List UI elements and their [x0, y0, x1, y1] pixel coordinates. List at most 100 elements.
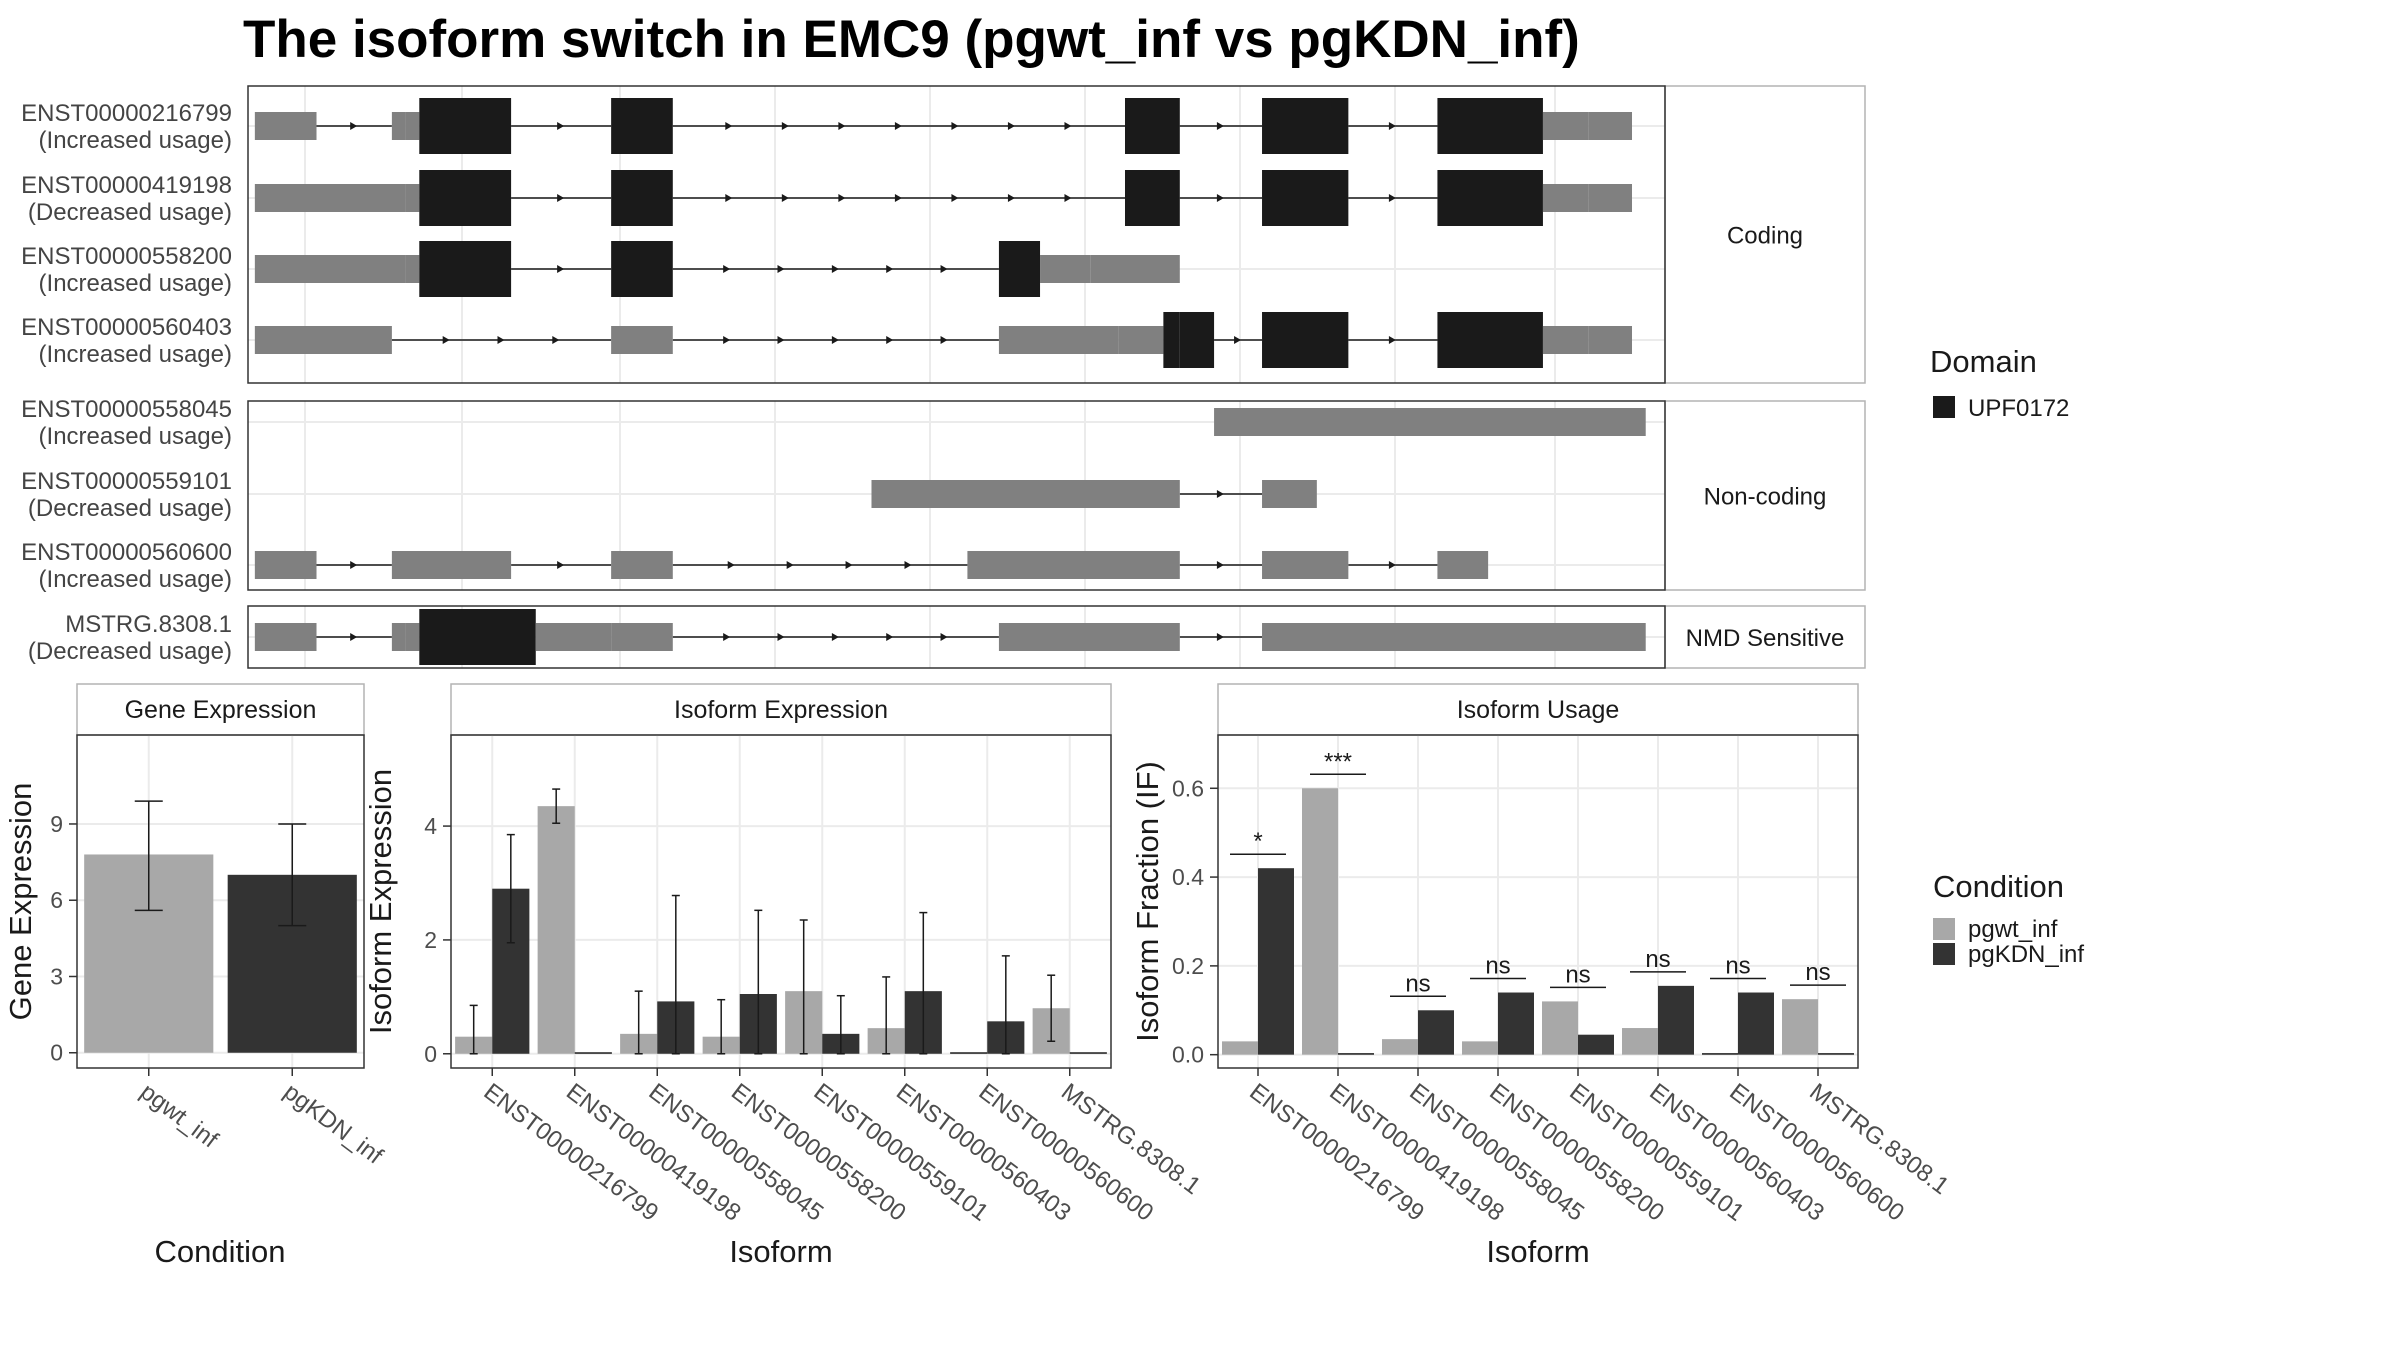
intron-arrow	[777, 336, 785, 344]
exon-domain-UPF0172	[1163, 312, 1180, 368]
isoform-label: ENST00000558200	[21, 243, 232, 270]
exon-domain-UPF0172	[419, 98, 512, 154]
condition-legend-swatch	[1933, 943, 1955, 965]
exon	[391, 112, 406, 140]
exon-domain-UPF0172	[1179, 312, 1215, 368]
bar-pgwt_inf	[1382, 1039, 1418, 1055]
intron-arrow	[723, 336, 731, 344]
intron-arrow	[350, 122, 358, 130]
intron-arrow	[725, 122, 733, 130]
panel-title: Isoform Usage	[1457, 696, 1620, 724]
exon-domain-UPF0172	[1262, 170, 1349, 226]
exon	[254, 255, 406, 283]
intron-arrow	[1388, 561, 1396, 569]
significance-label: *	[1253, 828, 1262, 855]
exon-domain-UPF0172	[1124, 170, 1180, 226]
bar-pgwt_inf	[1222, 1041, 1258, 1055]
intron-arrow	[1388, 122, 1396, 130]
intron-arrow	[442, 336, 450, 344]
expression-panels: Gene Expression 0 3 6 9 Gene Expression pgwt_i…	[3, 683, 1954, 1269]
exon-domain-UPF0172	[611, 170, 673, 226]
intron-arrow	[552, 336, 560, 344]
exon	[611, 326, 673, 354]
exon-domain-UPF0172	[1262, 98, 1349, 154]
intron-arrow	[951, 122, 959, 130]
exon	[391, 551, 512, 579]
significance-label: ns	[1645, 946, 1670, 973]
exon-domain-UPF0172	[611, 98, 673, 154]
isoform-label: ENST00000558045	[21, 396, 232, 423]
exon-domain-UPF0172	[1437, 170, 1543, 226]
isoform-usage-label: (Increased usage)	[39, 270, 232, 297]
significance-label: ns	[1565, 961, 1590, 988]
intron-arrow	[831, 336, 839, 344]
condition-legend-label: pgwt_inf	[1968, 916, 2058, 943]
panel-frame	[1217, 734, 1859, 1069]
exon	[1214, 408, 1646, 436]
exon	[998, 623, 1180, 651]
exon	[1588, 184, 1633, 212]
intron-arrow	[951, 194, 959, 202]
intron-arrow	[1007, 194, 1015, 202]
bar-pgKDN_inf	[574, 1052, 612, 1054]
intron-arrow	[1388, 336, 1396, 344]
significance-label: ns	[1485, 953, 1510, 980]
intron-arrow	[781, 194, 789, 202]
exon-domain-UPF0172	[1262, 312, 1349, 368]
exon-domain-UPF0172	[1124, 98, 1180, 154]
condition-legend-label: pgKDN_inf	[1968, 941, 2084, 968]
exon-domain-UPF0172	[419, 609, 536, 665]
y-tick-label: 0.6	[1172, 775, 1204, 801]
bar-pgKDN_inf	[1738, 992, 1774, 1055]
intron-arrow	[781, 122, 789, 130]
facet-strip	[1664, 605, 1866, 669]
facet-strip	[1664, 400, 1866, 591]
bar-pgwt_inf	[1702, 1053, 1738, 1055]
exon-domain-UPF0172	[1437, 312, 1543, 368]
intron-arrow	[886, 336, 894, 344]
significance-label: ***	[1324, 748, 1352, 775]
intron-arrow	[350, 561, 358, 569]
bar-pgwt_inf	[1302, 788, 1338, 1055]
exon	[535, 623, 612, 651]
exon	[254, 623, 317, 651]
bar-pgKDN_inf	[1258, 868, 1294, 1055]
intron-arrow	[894, 122, 902, 130]
isoform-usage-label: (Increased usage)	[39, 566, 232, 593]
intron-arrow	[557, 122, 565, 130]
intron-arrow	[845, 561, 853, 569]
isoform-usage-label: (Decreased usage)	[28, 199, 232, 226]
exon	[1437, 551, 1489, 579]
y-tick-label: 0	[50, 1040, 63, 1066]
intron-arrow	[723, 265, 731, 273]
intron-arrow	[940, 265, 948, 273]
domain-legend-swatch	[1933, 396, 1955, 418]
structure-facet-frame	[247, 85, 1666, 384]
intron-arrow	[886, 633, 894, 641]
intron-arrow	[940, 633, 948, 641]
x-axis-title: Isoform	[1486, 1234, 1589, 1269]
intron-arrow	[838, 122, 846, 130]
intron-arrow	[831, 633, 839, 641]
exon	[1118, 326, 1164, 354]
intron-arrow	[1234, 336, 1242, 344]
x-axis-title: Condition	[155, 1234, 286, 1269]
intron-arrow	[350, 633, 358, 641]
intron-arrow	[497, 336, 505, 344]
intron-arrow	[1007, 122, 1015, 130]
bar-pgwt_inf	[1542, 1001, 1578, 1055]
exon	[1262, 480, 1317, 508]
y-tick-label: 6	[50, 887, 63, 913]
panel-frame	[76, 734, 365, 1069]
domain-legend-title: Domain	[1930, 344, 2037, 379]
panel-title: Isoform Expression	[674, 696, 888, 724]
y-tick-label: 4	[424, 813, 437, 839]
intron-arrow	[1216, 490, 1224, 498]
condition-legend-title: Condition	[1933, 869, 2064, 904]
panel-strip	[450, 683, 1112, 736]
isoform-structure-plot: Coding Non-coding NMD Sensitive ENST0000021…	[21, 85, 1866, 669]
exon	[1588, 112, 1633, 140]
intron-arrow	[1216, 561, 1224, 569]
